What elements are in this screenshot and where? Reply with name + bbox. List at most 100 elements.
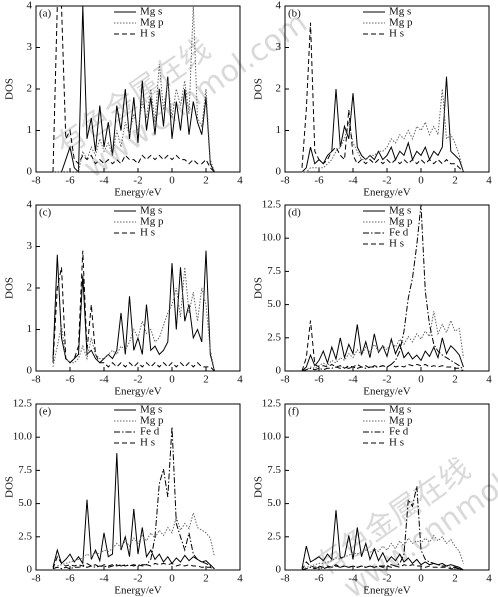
legend-label: Mg p (389, 415, 413, 427)
x-tick-label: -2 (133, 573, 142, 585)
dos-curve (301, 561, 464, 571)
y-tick-label: 5.0 (267, 298, 281, 310)
x-axis-label: Energy/eV (363, 187, 411, 199)
panel-label: (a) (39, 8, 52, 20)
y-tick-label: 12.5 (262, 398, 282, 410)
legend-label: Mg s (389, 404, 411, 416)
dos-curve (301, 486, 464, 571)
x-tick-label: -6 (65, 374, 75, 386)
x-tick-label: -8 (280, 573, 290, 585)
dos-curve (301, 22, 464, 173)
y-tick-label: 2 (27, 83, 33, 95)
x-axis-label: Energy/eV (363, 585, 411, 597)
x-tick-label: 2 (452, 374, 458, 386)
x-tick-label: -8 (31, 573, 41, 585)
legend-label: Mg s (389, 6, 411, 18)
y-tick-label: 0 (27, 365, 33, 377)
x-tick-label: -4 (348, 175, 358, 187)
dos-curve (52, 267, 215, 372)
x-tick-label: -6 (314, 573, 324, 585)
x-tick-label: 2 (203, 175, 209, 187)
x-tick-label: -2 (133, 175, 142, 187)
legend-label: H s (140, 28, 155, 40)
y-tick-label: 2.5 (18, 530, 32, 542)
y-tick-label: 2.5 (267, 530, 281, 542)
y-tick-label: 5.0 (18, 497, 32, 509)
y-tick-label: 1 (276, 124, 282, 136)
watermark: 有色金属在线 www.cnnmol.com (49, 5, 313, 185)
legend-label: Mg p (140, 17, 164, 29)
x-tick-label: -2 (133, 374, 142, 386)
y-tick-label: 0 (27, 564, 33, 576)
y-tick-label: 0 (276, 564, 282, 576)
x-tick-label: 4 (237, 175, 243, 187)
y-tick-label: 10.0 (262, 431, 282, 443)
y-tick-label: 7.5 (267, 464, 281, 476)
x-axis-label: Energy/eV (114, 585, 162, 597)
x-tick-label: 2 (203, 374, 209, 386)
y-tick-label: 0 (276, 166, 282, 178)
y-axis-label: DOS (4, 78, 16, 100)
y-tick-label: 0 (276, 365, 282, 377)
x-tick-label: -8 (280, 175, 290, 187)
x-tick-label: -2 (382, 175, 391, 187)
plot-frame (284, 204, 490, 372)
legend-label: Mg s (140, 205, 162, 217)
x-tick-label: 0 (169, 573, 175, 585)
x-tick-label: -8 (280, 374, 290, 386)
y-tick-label: 10.0 (13, 431, 33, 443)
legend-label: Mg p (389, 216, 413, 228)
y-axis-label: DOS (253, 78, 265, 100)
dos-curve (52, 555, 215, 571)
x-tick-label: 0 (418, 175, 424, 187)
y-tick-label: 4 (27, 199, 33, 211)
legend-label: H s (140, 227, 155, 239)
x-axis-label: Energy/eV (114, 386, 162, 398)
x-tick-label: -6 (314, 175, 324, 187)
y-tick-label: 3 (276, 41, 282, 53)
dos-curve (301, 76, 464, 173)
x-tick-label: 0 (418, 573, 424, 585)
y-axis-label: DOS (253, 476, 265, 498)
dos-curve (52, 250, 215, 372)
legend-label: Mg s (140, 404, 162, 416)
y-tick-label: 2 (27, 282, 33, 294)
x-tick-label: -4 (348, 573, 358, 585)
y-tick-label: 1 (27, 323, 33, 335)
legend-label: Mg p (140, 216, 164, 228)
y-tick-label: 10.0 (262, 232, 282, 244)
dos-curve (52, 453, 215, 570)
panel-label: (d) (288, 207, 301, 219)
y-axis-label: DOS (4, 277, 16, 299)
x-tick-label: 0 (169, 175, 175, 187)
y-tick-label: 7.5 (18, 464, 32, 476)
y-tick-label: 12.5 (13, 398, 33, 410)
x-tick-label: 4 (486, 573, 492, 585)
dos-curve (53, 5, 215, 174)
dos-curve (301, 324, 464, 372)
y-tick-label: 12.5 (262, 199, 282, 211)
x-tick-label: 4 (486, 374, 492, 386)
y-tick-label: 0 (27, 166, 33, 178)
x-tick-label: 4 (237, 374, 243, 386)
y-tick-label: 3 (27, 41, 33, 53)
panel-label: (b) (288, 8, 301, 20)
panel-label: (f) (288, 406, 299, 418)
dos-curve (52, 511, 215, 571)
dos-curve (52, 250, 215, 372)
dos-curve (301, 311, 464, 372)
legend-label: H s (389, 28, 404, 40)
x-tick-label: -4 (99, 374, 109, 386)
plot-frame (35, 403, 241, 571)
legend-label: H s (140, 437, 155, 449)
legend-label: Fe d (389, 227, 409, 239)
y-tick-label: 4 (276, 0, 282, 12)
dos-curve (53, 5, 215, 173)
y-axis-label: DOS (4, 476, 16, 498)
dos-curve (301, 320, 464, 372)
x-tick-label: -8 (31, 175, 41, 187)
dos-curve (52, 5, 215, 173)
x-tick-label: -6 (65, 175, 75, 187)
x-tick-label: -6 (65, 573, 75, 585)
